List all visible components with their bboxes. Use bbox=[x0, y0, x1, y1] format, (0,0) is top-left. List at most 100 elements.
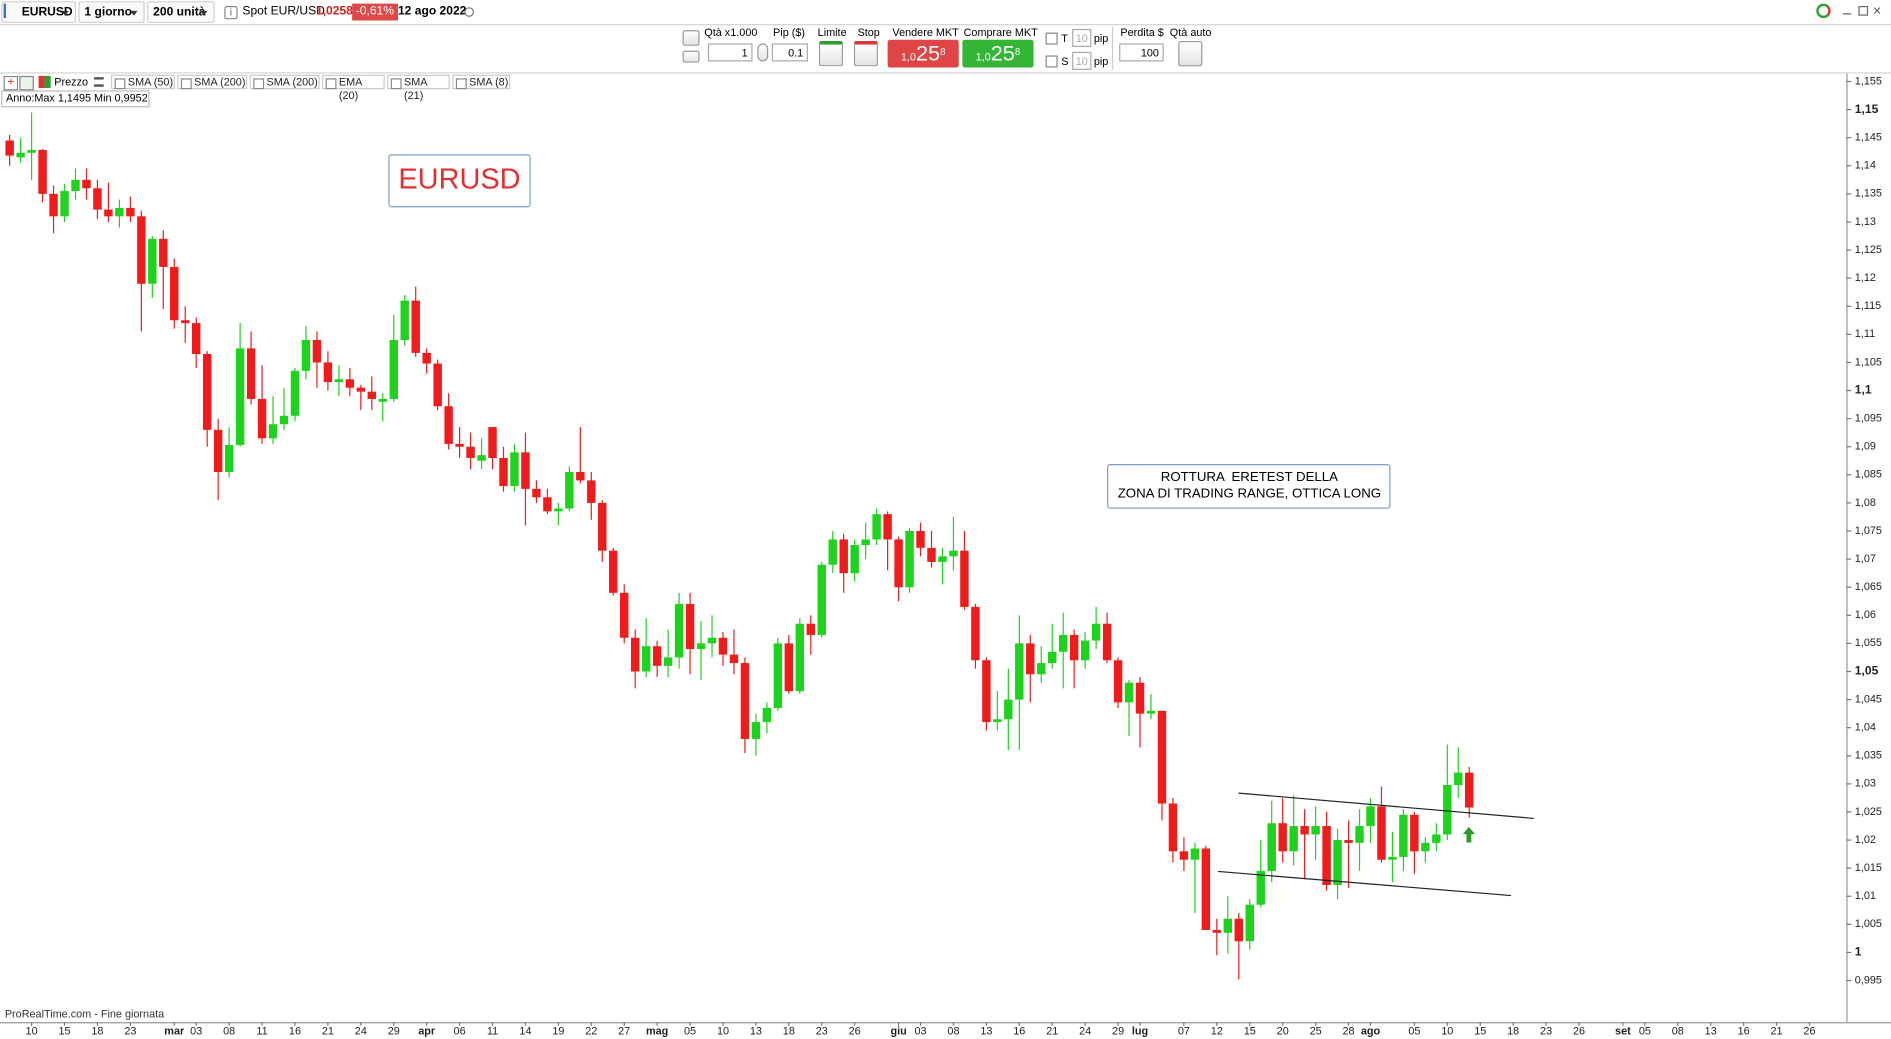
y-tick-label: 1,06 bbox=[1855, 609, 1876, 621]
x-tick-label: mag bbox=[646, 1026, 668, 1038]
candle-body bbox=[938, 556, 947, 562]
candle-body bbox=[345, 379, 355, 388]
candle-body bbox=[707, 637, 717, 644]
x-tick-label: 21 bbox=[1771, 1026, 1783, 1038]
x-tick-label: 26 bbox=[849, 1026, 861, 1038]
sell-prefix: 1,0 bbox=[900, 50, 916, 63]
t-checkbox[interactable] bbox=[1045, 32, 1058, 45]
y-tick-label: 1 bbox=[1855, 945, 1862, 959]
indicator[interactable]: SMA (21) bbox=[387, 74, 450, 101]
price: 1,0258 bbox=[315, 4, 353, 19]
s-checkbox[interactable] bbox=[1045, 55, 1058, 68]
keyboard-icon[interactable] bbox=[682, 50, 700, 63]
y-tick-label: 1,095 bbox=[1855, 412, 1882, 424]
candle-body bbox=[663, 657, 673, 666]
symbol-icon bbox=[3, 3, 14, 19]
restore[interactable] bbox=[1858, 6, 1869, 16]
timeframe-select[interactable]: 1 giorno bbox=[78, 1, 145, 23]
plot bbox=[5, 112, 1474, 980]
y-tick-label: 1,1 bbox=[1855, 383, 1872, 397]
x-tick-label: 24 bbox=[355, 1026, 367, 1038]
candle-body bbox=[587, 480, 596, 503]
indicator[interactable]: SMA (50) bbox=[110, 74, 175, 90]
price-swatch bbox=[44, 75, 51, 88]
candle-body bbox=[630, 637, 640, 672]
close[interactable]: × bbox=[1872, 2, 1882, 20]
candle-body bbox=[1245, 904, 1254, 942]
candle-body bbox=[257, 398, 267, 439]
annotation-box bbox=[388, 154, 531, 208]
x-tick-label: apr bbox=[418, 1026, 436, 1038]
t-input[interactable]: 10 bbox=[1072, 28, 1092, 48]
limit-button[interactable] bbox=[818, 40, 843, 67]
candle-body bbox=[982, 660, 991, 723]
y-tick-label: 1,155 bbox=[1855, 75, 1882, 87]
x-tick-label: 03 bbox=[190, 1026, 202, 1038]
candle-body bbox=[641, 646, 651, 672]
candle-body bbox=[1135, 682, 1145, 714]
refresh-icon[interactable] bbox=[1816, 3, 1831, 19]
candle-body bbox=[1102, 623, 1112, 661]
indicator[interactable]: SMA (200) bbox=[249, 74, 320, 90]
candle-body bbox=[1388, 856, 1397, 860]
x-tick-label: 21 bbox=[322, 1026, 334, 1038]
x-tick-label: 05 bbox=[1639, 1026, 1651, 1038]
candle-body bbox=[674, 604, 684, 658]
minimize[interactable] bbox=[1842, 13, 1852, 15]
y-tick-label: 1,14 bbox=[1855, 160, 1876, 172]
add-icon[interactable]: + bbox=[3, 75, 19, 91]
x-tick-label: ago bbox=[1361, 1026, 1381, 1038]
candle-body bbox=[148, 238, 157, 284]
x-tick-label: 16 bbox=[1013, 1026, 1025, 1038]
x-tick-label: 29 bbox=[1112, 1026, 1124, 1038]
settings-icon[interactable] bbox=[682, 30, 700, 46]
candle-body bbox=[916, 531, 925, 548]
units-select[interactable]: 200 unità bbox=[147, 1, 215, 23]
candle-body bbox=[378, 398, 388, 402]
buy-sup: 8 bbox=[1014, 46, 1021, 58]
candle-body bbox=[521, 452, 530, 489]
candle-body bbox=[762, 708, 772, 723]
candle-body bbox=[1278, 823, 1287, 852]
link-icon[interactable] bbox=[757, 43, 769, 62]
candle-body bbox=[1048, 651, 1057, 664]
candle-body bbox=[5, 140, 14, 156]
candle-body bbox=[279, 415, 289, 425]
y-tick-label: 1,01 bbox=[1855, 890, 1876, 902]
indicator[interactable]: EMA (20) bbox=[321, 74, 385, 101]
info-box bbox=[1, 90, 150, 108]
indicator[interactable]: Prezzo bbox=[54, 75, 89, 88]
candle-body bbox=[60, 191, 69, 217]
x-tick-label: 29 bbox=[388, 1026, 400, 1038]
y-tick-label: 0,995 bbox=[1855, 974, 1882, 986]
pip-input[interactable]: 0.1 bbox=[771, 43, 809, 62]
candle-body bbox=[1223, 918, 1233, 933]
candle-body bbox=[971, 606, 980, 661]
candle-body bbox=[1146, 710, 1156, 714]
sell-button[interactable]: 1,0258 bbox=[887, 39, 959, 68]
candle-body bbox=[850, 545, 859, 574]
candle-body bbox=[905, 531, 914, 588]
qty-input[interactable]: 1 bbox=[707, 43, 753, 62]
x-tick-label: 23 bbox=[124, 1026, 136, 1038]
x-tick-label: 13 bbox=[1705, 1026, 1717, 1038]
auto-button[interactable] bbox=[1178, 40, 1203, 67]
candle-body bbox=[71, 179, 80, 192]
loss-input[interactable]: 100 bbox=[1119, 43, 1164, 62]
symbol-select[interactable]: EURUSD bbox=[1, 1, 76, 23]
tool-icon[interactable] bbox=[19, 75, 34, 91]
x-tick-label: 05 bbox=[684, 1026, 696, 1038]
buy-button[interactable]: 1,0258 bbox=[962, 39, 1034, 68]
candle-body bbox=[38, 150, 47, 194]
info-icon[interactable]: i bbox=[224, 6, 238, 20]
stop-button[interactable] bbox=[853, 40, 878, 67]
s-input[interactable]: 10 bbox=[1072, 51, 1092, 70]
list-icon[interactable] bbox=[94, 77, 104, 87]
indicator[interactable]: SMA (200) bbox=[177, 74, 248, 90]
x-tick-label: 21 bbox=[1046, 1026, 1058, 1038]
candle-body bbox=[1465, 772, 1474, 808]
candle-body bbox=[1399, 814, 1408, 857]
indicator[interactable]: SMA (8) bbox=[452, 74, 511, 90]
timeframe: 1 giorno bbox=[84, 6, 132, 20]
